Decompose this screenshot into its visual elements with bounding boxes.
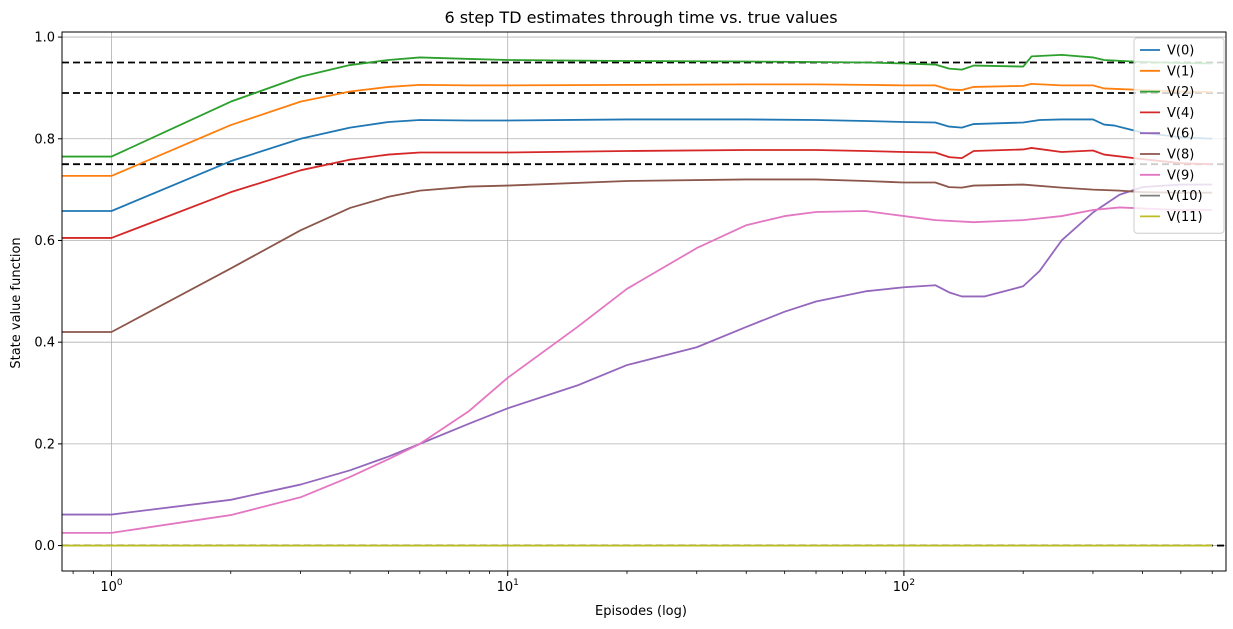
series-line xyxy=(62,53,1213,158)
legend-label: V(9) xyxy=(1167,168,1194,183)
y-tick-label: 0.8 xyxy=(34,132,55,147)
y-tick-label: 0.4 xyxy=(34,336,55,351)
legend: V(0) V(1) V(2) V(4) V(6) V(8) V(9) V(10) V(11) xyxy=(1133,37,1225,234)
legend-box xyxy=(1133,37,1225,234)
chart-title: 6 step TD estimates through time vs. tru… xyxy=(444,8,837,27)
legend-label: V(8) xyxy=(1167,148,1194,163)
series-line xyxy=(62,82,1213,177)
legend-label: V(1) xyxy=(1167,64,1194,79)
series-line xyxy=(62,118,1213,212)
legend-label: V(6) xyxy=(1167,127,1194,142)
y-tick-label: 0.6 xyxy=(34,234,55,249)
series-line xyxy=(62,206,1213,534)
grid xyxy=(62,32,1226,571)
y-axis-label: State value function xyxy=(9,237,24,368)
x-tick-label: 100 xyxy=(100,578,123,595)
y-tick-label: 0.0 xyxy=(34,539,55,554)
legend-label: V(10) xyxy=(1167,189,1203,204)
series-lines xyxy=(62,53,1213,547)
x-axis-label: Episodes (log) xyxy=(595,604,687,619)
x-tick-label: 101 xyxy=(497,578,519,595)
legend-label: V(11) xyxy=(1167,210,1203,225)
legend-label: V(2) xyxy=(1167,85,1194,100)
true-value-lines xyxy=(62,61,1226,547)
series-line xyxy=(62,183,1213,516)
legend-label: V(0) xyxy=(1167,44,1194,59)
y-tick-label: 1.0 xyxy=(34,31,55,46)
y-tick-label: 0.2 xyxy=(34,437,55,452)
y-axis-ticks: 0.0 0.2 0.4 0.6 0.8 1.0 xyxy=(34,31,62,554)
plot-frame xyxy=(61,31,1227,572)
series-line xyxy=(62,178,1213,333)
series-line xyxy=(62,147,1213,239)
x-axis-ticks: 100 101 102 xyxy=(72,571,1213,595)
legend-label: V(4) xyxy=(1167,106,1194,121)
x-tick-label: 102 xyxy=(893,578,915,595)
